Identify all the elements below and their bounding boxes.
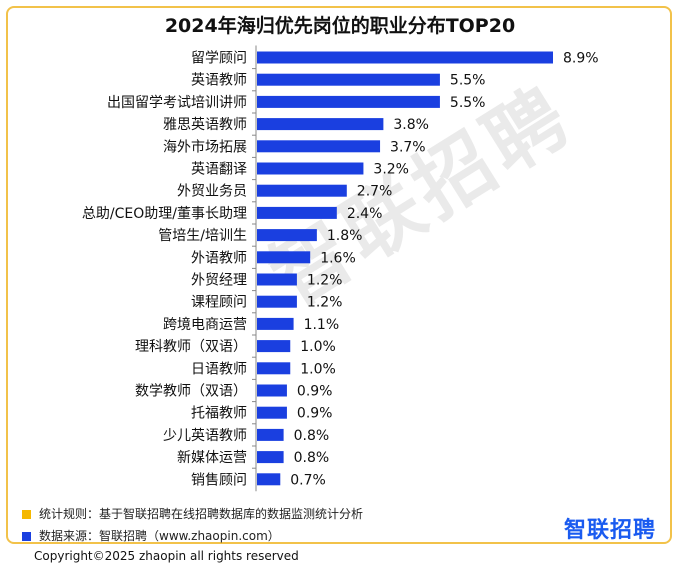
category-label: 管培生/培训生 (158, 228, 247, 244)
bar (257, 118, 384, 131)
bar (257, 317, 294, 330)
category-label: 雅思英语教师 (163, 116, 247, 133)
bar (257, 428, 284, 441)
category-label: 新媒体运营 (177, 450, 247, 466)
value-label: 1.2% (307, 295, 343, 311)
blue-square-icon (22, 532, 31, 541)
bar (257, 229, 317, 242)
value-label: 2.4% (347, 206, 383, 222)
bar (257, 362, 291, 375)
category-label: 少儿英语教师 (163, 427, 247, 444)
value-label: 0.8% (294, 428, 330, 444)
bar (257, 73, 440, 86)
value-label: 5.5% (450, 95, 486, 111)
value-label: 0.9% (297, 384, 333, 400)
category-label: 日语教师 (191, 361, 247, 377)
category-label: 总助/CEO助理/董事长助理 (82, 206, 247, 222)
bar (257, 95, 440, 108)
bar (257, 140, 381, 153)
value-label: 8.9% (563, 51, 599, 67)
bar (257, 251, 311, 264)
yellow-square-icon (22, 510, 31, 519)
category-label: 外语教师 (191, 250, 247, 266)
category-label: 英语翻译 (191, 161, 247, 178)
bar-chart: 留学顾问 8.9% 英语教师 5.5% 出国留学考试培训讲师 5.5% 雅思英语教师 3.8%… (82, 45, 599, 492)
value-label: 1.0% (300, 339, 336, 355)
value-label: 1.8% (327, 228, 363, 244)
copyright: Copyright©2025 zhaopin all rights reserv… (34, 549, 299, 563)
category-label: 英语教师 (191, 72, 247, 89)
category-label: 外贸经理 (191, 273, 247, 289)
note-rule-text: 统计规则：基于智联招聘在线招聘数据库的数据监测统计分析 (39, 507, 364, 521)
note-source: 数据来源：智联招聘（www.zhaopin.com） (22, 527, 280, 544)
value-label: 0.8% (294, 450, 330, 466)
category-label: 数学教师（双语） (135, 384, 247, 400)
value-label: 1.0% (300, 361, 336, 377)
category-label: 留学顾问 (191, 51, 247, 67)
note-source-text: 数据来源：智联招聘（www.zhaopin.com） (39, 529, 280, 543)
bar (257, 406, 287, 419)
chart-frame (6, 6, 672, 544)
value-label: 5.5% (450, 73, 486, 89)
category-label: 出国留学考试培训讲师 (107, 95, 247, 111)
note-rule: 统计规则：基于智联招聘在线招聘数据库的数据监测统计分析 (22, 505, 363, 522)
value-label: 3.2% (373, 162, 409, 178)
chart-title: 2024年海归优先岗位的职业分布TOP20 (164, 15, 516, 37)
category-label: 销售顾问 (191, 472, 247, 488)
bar (257, 295, 297, 308)
bar (257, 184, 347, 197)
bar (257, 162, 364, 175)
bar (257, 51, 553, 64)
value-label: 2.7% (357, 184, 393, 200)
value-label: 1.2% (307, 273, 343, 289)
category-label: 海外市场拓展 (163, 138, 247, 155)
value-label: 0.7% (290, 472, 326, 488)
value-label: 1.6% (320, 250, 356, 266)
value-label: 3.7% (390, 139, 426, 155)
category-label: 跨境电商运营 (163, 317, 247, 333)
brand-logo: 智联招聘 (563, 518, 656, 543)
category-label: 理科教师（双语） (135, 339, 247, 355)
category-label: 托福教师 (191, 406, 247, 422)
bar (257, 451, 284, 464)
value-label: 0.9% (297, 406, 333, 422)
value-label: 1.1% (304, 317, 340, 333)
bar (257, 473, 281, 486)
value-label: 3.8% (393, 117, 429, 133)
category-label: 课程顾问 (191, 295, 247, 311)
category-label: 外贸业务员 (177, 184, 247, 200)
bar (257, 340, 291, 353)
bar (257, 206, 337, 219)
bar (257, 273, 297, 286)
bar (257, 384, 287, 397)
